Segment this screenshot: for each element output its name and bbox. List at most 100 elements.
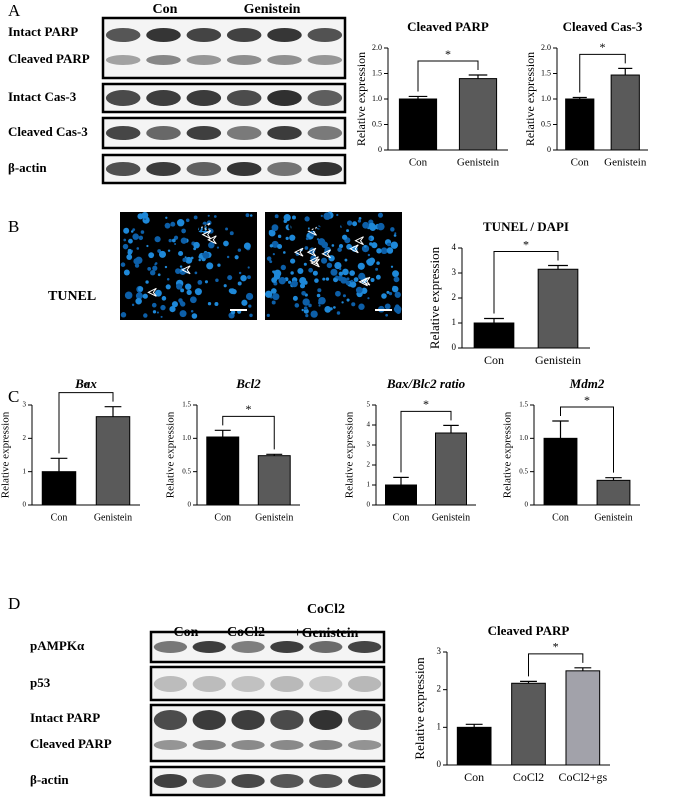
blot-band bbox=[347, 710, 382, 730]
y-axis-label: Relative expression bbox=[427, 246, 442, 349]
blot-band bbox=[309, 740, 343, 750]
nucleus bbox=[270, 288, 277, 294]
blot-band bbox=[307, 162, 343, 176]
nucleus bbox=[181, 228, 186, 234]
nucleus bbox=[335, 290, 341, 297]
bar bbox=[565, 98, 595, 151]
blot-frame bbox=[149, 703, 386, 763]
nucleus bbox=[204, 280, 208, 284]
nucleus bbox=[169, 305, 176, 313]
nucleus bbox=[292, 295, 298, 301]
blot-band bbox=[231, 774, 265, 788]
nucleus bbox=[198, 258, 201, 262]
nucleus bbox=[273, 269, 282, 278]
nucleus bbox=[337, 247, 342, 252]
blot-frame bbox=[149, 630, 386, 664]
blot-band bbox=[347, 740, 382, 750]
nucleus bbox=[214, 301, 219, 306]
nucleus bbox=[238, 271, 242, 275]
nucleus bbox=[361, 244, 370, 253]
nucleus bbox=[352, 221, 358, 227]
y-tick-label: 0 bbox=[437, 759, 442, 769]
image-column-label: Genistein bbox=[288, 220, 345, 235]
nucleus bbox=[272, 293, 280, 301]
y-axis-label: Relative expression bbox=[412, 657, 427, 760]
nucleus bbox=[346, 298, 350, 302]
nucleus bbox=[271, 300, 276, 305]
blot-band bbox=[347, 774, 382, 788]
nucleus bbox=[135, 292, 143, 300]
nucleus bbox=[342, 268, 349, 276]
significance-label: * bbox=[523, 237, 529, 251]
bar bbox=[41, 471, 77, 506]
y-tick-label: 0.5 bbox=[519, 467, 528, 475]
nucleus bbox=[290, 271, 294, 275]
nucleus bbox=[168, 238, 172, 243]
nucleus bbox=[310, 310, 318, 318]
significance-bracket bbox=[560, 406, 614, 473]
bar bbox=[610, 74, 640, 151]
blot-row-label: Cleaved PARP bbox=[8, 51, 90, 66]
y-axis-label: Relative expression bbox=[502, 411, 514, 498]
y-tick-label: 1.5 bbox=[182, 401, 191, 409]
nucleus bbox=[390, 265, 394, 268]
nucleus bbox=[247, 275, 251, 280]
nucleus bbox=[340, 277, 347, 284]
nucleus bbox=[277, 234, 282, 239]
nucleus bbox=[123, 238, 127, 242]
nucleus bbox=[301, 308, 304, 312]
blot-band bbox=[267, 162, 302, 176]
nucleus bbox=[303, 308, 309, 314]
nucleus bbox=[193, 215, 198, 220]
nucleus bbox=[173, 235, 179, 240]
nucleus bbox=[326, 262, 333, 269]
nucleus bbox=[320, 214, 323, 217]
nucleus bbox=[369, 242, 373, 246]
nucleus bbox=[331, 244, 335, 247]
blot-row-label: p53 bbox=[30, 675, 51, 690]
nucleus bbox=[346, 229, 349, 233]
nucleus bbox=[240, 274, 247, 282]
nucleus bbox=[154, 236, 161, 243]
x-tick-label: Con bbox=[464, 770, 484, 784]
blot-band bbox=[146, 162, 181, 176]
nucleus bbox=[197, 280, 203, 285]
y-tick-label: 1 bbox=[437, 721, 442, 731]
nucleus bbox=[369, 224, 377, 231]
nucleus bbox=[322, 277, 326, 281]
arrowhead bbox=[207, 235, 217, 245]
blot-group-label: +Genistein bbox=[294, 626, 359, 641]
nucleus bbox=[225, 227, 229, 231]
arrowhead bbox=[349, 244, 359, 254]
nucleus bbox=[185, 256, 193, 264]
nucleus bbox=[301, 290, 306, 296]
arrowhead bbox=[306, 247, 317, 257]
nucleus bbox=[366, 258, 375, 266]
blot-band bbox=[307, 90, 343, 106]
bar bbox=[257, 455, 291, 506]
blot-band bbox=[153, 676, 188, 692]
x-tick-label: Con bbox=[571, 157, 590, 169]
nucleus bbox=[189, 296, 197, 304]
nucleus bbox=[143, 313, 148, 318]
blot-band bbox=[186, 90, 222, 106]
nucleus bbox=[338, 271, 344, 277]
arrowhead bbox=[354, 236, 364, 246]
x-tick-label: Genistein bbox=[255, 512, 293, 523]
nucleus bbox=[130, 230, 134, 233]
nucleus bbox=[269, 260, 273, 264]
blot-frame bbox=[149, 665, 386, 702]
y-tick-label: 0 bbox=[188, 501, 192, 509]
nucleus bbox=[386, 242, 391, 247]
nucleus bbox=[127, 248, 132, 253]
nucleus bbox=[191, 313, 198, 319]
arrowhead bbox=[321, 249, 331, 259]
nucleus bbox=[274, 214, 279, 219]
nucleus bbox=[371, 242, 378, 249]
nucleus bbox=[165, 216, 168, 219]
arrowhead bbox=[201, 230, 212, 240]
bar bbox=[565, 670, 601, 766]
panel-label: B bbox=[8, 217, 19, 236]
nucleus bbox=[380, 247, 388, 255]
